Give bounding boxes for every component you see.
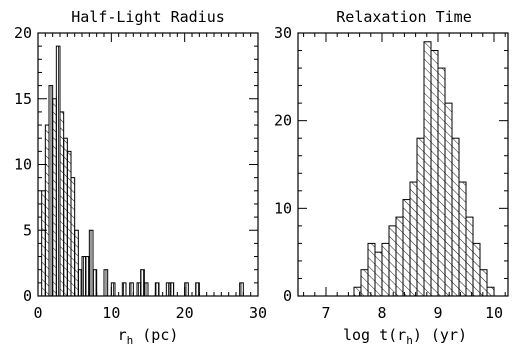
- histogram-bar: [129, 282, 134, 297]
- histogram-bar: [165, 282, 171, 297]
- x-axis-label: log t(rh) (yr): [343, 326, 467, 347]
- histogram-bar: [81, 256, 87, 297]
- histogram-bar: [444, 102, 453, 297]
- histogram-bar: [479, 269, 488, 297]
- x-tick-label: 10: [102, 304, 120, 322]
- histogram-relaxation-time: Relaxation Time 7 8 9 10 0 10 20 30 log t(rh) (…: [274, 8, 509, 347]
- histogram-bar: [110, 282, 116, 297]
- y-tick-label: 20: [14, 24, 32, 42]
- histogram-bar: [55, 45, 61, 297]
- histogram-bar: [140, 269, 145, 297]
- histogram-bar: [143, 282, 149, 297]
- x-axis-label: rh (pc): [118, 326, 179, 347]
- histogram-bar: [169, 282, 175, 297]
- histogram-bar: [465, 216, 474, 297]
- histogram-bar: [395, 216, 404, 297]
- x-tick-label: 20: [176, 304, 194, 322]
- x-tick-label: 9: [433, 304, 442, 322]
- y-tick-label: 0: [283, 287, 292, 305]
- y-tick-label: 5: [23, 221, 32, 239]
- x-tick-label: 8: [377, 304, 386, 322]
- histogram-bar: [77, 269, 83, 297]
- histogram-bar: [103, 269, 109, 297]
- histogram-bar: [184, 282, 189, 297]
- y-tick-label: 15: [14, 90, 32, 108]
- chart-title: Relaxation Time: [336, 8, 471, 26]
- histogram-bar: [66, 150, 72, 297]
- histogram-bar: [409, 181, 418, 297]
- histogram-bar: [451, 137, 460, 297]
- histogram-bar: [63, 137, 68, 297]
- histogram-bar: [195, 282, 200, 297]
- histogram-bar: [92, 269, 98, 297]
- y-tick-label: 20: [274, 112, 292, 130]
- histogram-bar: [48, 85, 54, 297]
- x-tick-label: 7: [321, 304, 330, 322]
- bars: [353, 41, 495, 297]
- histogram-bar: [52, 98, 57, 297]
- y-tick-label: 10: [274, 199, 292, 217]
- histogram-bar: [472, 242, 481, 297]
- histogram-bar: [121, 282, 127, 297]
- x-tick-label: 30: [249, 304, 267, 322]
- y-tick-label: 10: [14, 156, 32, 174]
- histogram-bar: [458, 181, 467, 297]
- histogram-bar: [59, 111, 65, 297]
- histogram-bar: [486, 286, 495, 297]
- ticks: 7 8 9 10 0 10 20 30: [274, 24, 508, 322]
- histogram-bar: [437, 67, 446, 297]
- histogram-bar: [85, 256, 90, 297]
- histogram-bar: [44, 124, 50, 297]
- bars: [41, 45, 244, 297]
- histogram-bar: [388, 225, 397, 297]
- histogram-bar: [136, 282, 142, 297]
- histogram-bar: [402, 199, 411, 297]
- histogram-bar: [367, 242, 376, 297]
- histogram-half-light-radius: Half-Light Radius 0 10 20 30 0 5 10 15 20 rh (pc…: [14, 8, 267, 347]
- histogram-bar: [374, 251, 383, 297]
- histogram-bar: [70, 177, 76, 297]
- histogram-bar: [360, 269, 369, 297]
- y-tick-label: 0: [23, 287, 32, 305]
- histogram-bar: [416, 137, 425, 297]
- x-tick-label: 0: [33, 304, 42, 322]
- histogram-bar: [88, 229, 94, 297]
- plot-frame: [297, 32, 509, 297]
- histogram-bar: [381, 242, 390, 297]
- x-tick-label: 10: [485, 304, 503, 322]
- ticks: 0 10 20 30 0 5 10 15 20: [14, 24, 267, 322]
- histogram-bar: [239, 282, 244, 297]
- histogram-bar: [41, 190, 46, 297]
- y-tick-label: 30: [274, 24, 292, 42]
- histogram-bar: [154, 282, 160, 297]
- histogram-bar: [430, 50, 439, 297]
- chart-title: Half-Light Radius: [71, 8, 225, 26]
- histogram-bar: [74, 229, 79, 297]
- histogram-bar: [423, 41, 432, 297]
